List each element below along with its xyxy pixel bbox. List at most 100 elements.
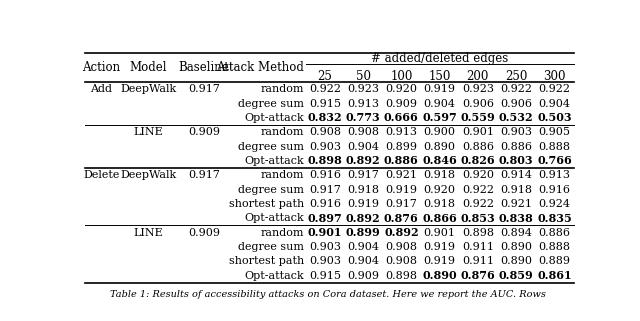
Text: 0.826: 0.826: [461, 155, 495, 166]
Text: 300: 300: [543, 70, 566, 83]
Text: 0.886: 0.886: [384, 155, 419, 166]
Text: 0.917: 0.917: [188, 84, 220, 94]
Text: 0.503: 0.503: [537, 112, 572, 123]
Text: 50: 50: [356, 70, 371, 83]
Text: 0.866: 0.866: [422, 213, 457, 224]
Text: 0.919: 0.919: [347, 199, 379, 209]
Text: 0.899: 0.899: [385, 142, 417, 152]
Text: 0.904: 0.904: [347, 142, 379, 152]
Text: Opt-attack: Opt-attack: [244, 271, 304, 281]
Text: 0.921: 0.921: [385, 170, 417, 180]
Text: 0.916: 0.916: [309, 170, 341, 180]
Text: 0.897: 0.897: [307, 213, 342, 224]
Text: 0.886: 0.886: [462, 142, 494, 152]
Text: 0.846: 0.846: [422, 155, 457, 166]
Text: 0.915: 0.915: [309, 271, 341, 281]
Text: 0.832: 0.832: [307, 112, 342, 123]
Text: 0.916: 0.916: [309, 199, 341, 209]
Text: 150: 150: [428, 70, 451, 83]
Text: 0.908: 0.908: [385, 256, 417, 266]
Text: 0.923: 0.923: [462, 84, 494, 94]
Text: 0.922: 0.922: [500, 84, 532, 94]
Text: Model: Model: [129, 61, 167, 74]
Text: 100: 100: [390, 70, 413, 83]
Text: 0.909: 0.909: [188, 127, 220, 137]
Text: 0.889: 0.889: [538, 256, 570, 266]
Text: Baseline: Baseline: [179, 61, 230, 74]
Text: 0.922: 0.922: [462, 185, 494, 195]
Text: Delete: Delete: [83, 170, 119, 180]
Text: 0.906: 0.906: [500, 99, 532, 108]
Text: 0.918: 0.918: [424, 170, 456, 180]
Text: 0.909: 0.909: [385, 99, 417, 108]
Text: 0.766: 0.766: [537, 155, 572, 166]
Text: 0.920: 0.920: [385, 84, 417, 94]
Text: 0.861: 0.861: [537, 270, 572, 281]
Text: 0.898: 0.898: [385, 271, 417, 281]
Text: 0.835: 0.835: [537, 213, 572, 224]
Text: shortest path: shortest path: [229, 256, 304, 266]
Text: # added/deleted edges: # added/deleted edges: [371, 52, 508, 65]
Text: 0.903: 0.903: [309, 142, 341, 152]
Text: 0.892: 0.892: [384, 227, 419, 238]
Text: 0.906: 0.906: [462, 99, 494, 108]
Text: 0.917: 0.917: [309, 185, 340, 195]
Text: 0.905: 0.905: [538, 127, 570, 137]
Text: random: random: [260, 84, 304, 94]
Text: shortest path: shortest path: [229, 199, 304, 209]
Text: 0.916: 0.916: [538, 185, 570, 195]
Text: Attack Method: Attack Method: [216, 61, 304, 74]
Text: 0.919: 0.919: [424, 242, 456, 252]
Text: 25: 25: [317, 70, 332, 83]
Text: degree sum: degree sum: [238, 99, 304, 108]
Text: 0.892: 0.892: [346, 213, 380, 224]
Text: random: random: [260, 127, 304, 137]
Text: degree sum: degree sum: [238, 242, 304, 252]
Text: 0.922: 0.922: [309, 84, 341, 94]
Text: 0.923: 0.923: [347, 84, 379, 94]
Text: 0.904: 0.904: [538, 99, 570, 108]
Text: 0.917: 0.917: [188, 170, 220, 180]
Text: 0.886: 0.886: [538, 228, 570, 238]
Text: 0.919: 0.919: [424, 84, 456, 94]
Text: 0.666: 0.666: [384, 112, 419, 123]
Text: LINE: LINE: [133, 127, 163, 137]
Text: 0.876: 0.876: [384, 213, 419, 224]
Text: LINE: LINE: [133, 228, 163, 238]
Text: 0.899: 0.899: [346, 227, 380, 238]
Text: 0.888: 0.888: [538, 142, 570, 152]
Text: 0.890: 0.890: [500, 242, 532, 252]
Text: 250: 250: [505, 70, 527, 83]
Text: 0.914: 0.914: [500, 170, 532, 180]
Text: 0.909: 0.909: [188, 228, 220, 238]
Text: 0.903: 0.903: [309, 242, 341, 252]
Text: Action: Action: [82, 61, 120, 74]
Text: Opt-attack: Opt-attack: [244, 156, 304, 166]
Text: 0.890: 0.890: [424, 142, 456, 152]
Text: 200: 200: [467, 70, 489, 83]
Text: DeepWalk: DeepWalk: [120, 84, 177, 94]
Text: 0.911: 0.911: [462, 242, 494, 252]
Text: 0.904: 0.904: [424, 99, 456, 108]
Text: 0.918: 0.918: [500, 185, 532, 195]
Text: 0.919: 0.919: [424, 256, 456, 266]
Text: 0.890: 0.890: [422, 270, 457, 281]
Text: 0.888: 0.888: [538, 242, 570, 252]
Text: Table 1: Results of accessibility attacks on Cora dataset. Here we report the AU: Table 1: Results of accessibility attack…: [110, 290, 546, 299]
Text: 0.901: 0.901: [462, 127, 494, 137]
Text: 0.597: 0.597: [422, 112, 457, 123]
Text: 0.559: 0.559: [461, 112, 495, 123]
Text: Add: Add: [90, 84, 112, 94]
Text: 0.876: 0.876: [461, 270, 495, 281]
Text: degree sum: degree sum: [238, 142, 304, 152]
Text: 0.901: 0.901: [424, 228, 456, 238]
Text: 0.918: 0.918: [424, 199, 456, 209]
Text: 0.859: 0.859: [499, 270, 534, 281]
Text: 0.898: 0.898: [307, 155, 342, 166]
Text: 0.911: 0.911: [462, 256, 494, 266]
Text: 0.917: 0.917: [385, 199, 417, 209]
Text: 0.909: 0.909: [347, 271, 379, 281]
Text: 0.853: 0.853: [461, 213, 495, 224]
Text: 0.838: 0.838: [499, 213, 534, 224]
Text: 0.918: 0.918: [347, 185, 379, 195]
